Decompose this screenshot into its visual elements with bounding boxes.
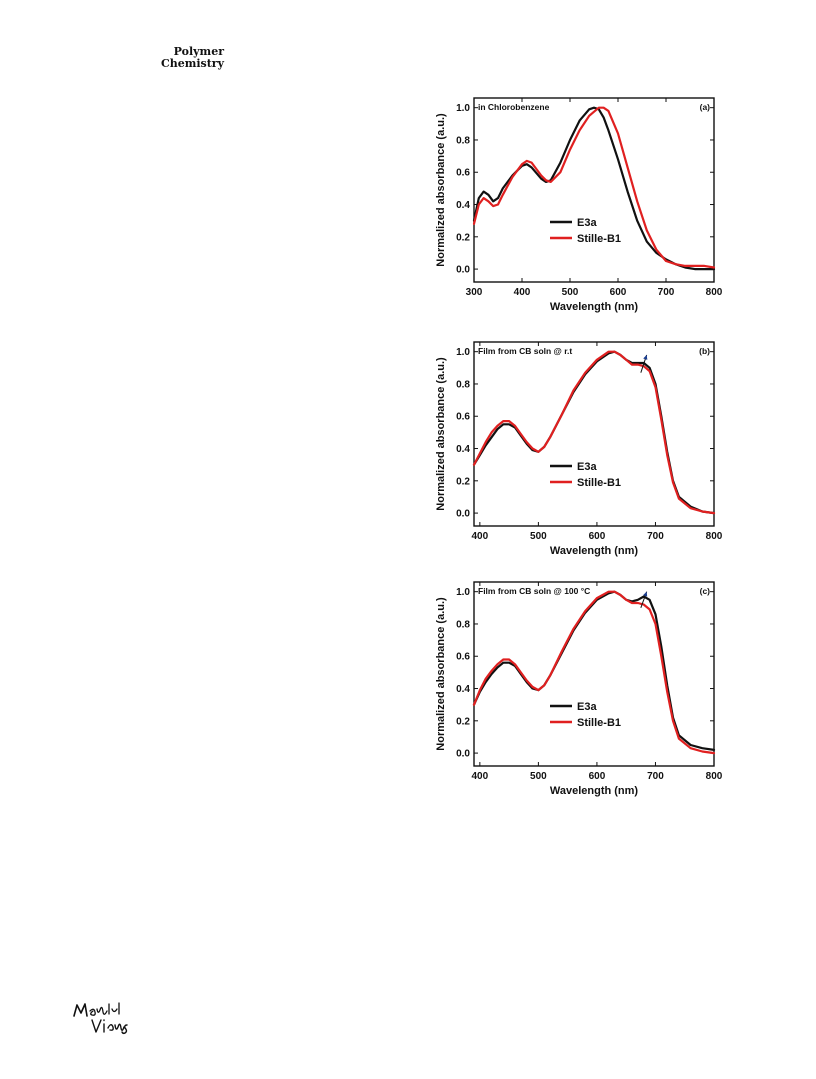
panel-2-y-tick-label: 1.0 [456,347,470,358]
chart-c-svg: 400 500 600 700 800 0.0 0.2 0.4 0.6 0.8 1.0 Wavelen… [435,581,723,797]
panel-1-series-line-stille-b1 [472,106,716,269]
panel-2-y-tick-label: 0.0 [456,509,470,520]
panel-3-x-tick-label: 800 [706,771,723,782]
panel-3-x-tick-label: 400 [472,771,489,782]
panel-2-trend-arrow-head [643,354,648,360]
journal-name: Polymer Chemistry [150,46,224,70]
panel-1-x-tick-label: 500 [562,287,579,298]
panel-3-x-axis-title: Wavelength (nm) [550,785,639,797]
panel-3-condition-label: Film from CB soln @ 100 °C [478,586,590,596]
journal-name-line2: Chemistry [160,57,224,70]
chart-panel-c: 400 500 600 700 800 0.0 0.2 0.4 0.6 0.8 1.0 Wavelen… [432,576,723,812]
panel-1-x-axis-title: Wavelength (nm) [550,301,639,313]
panel-1-condition-label: in Chlorobenzene [478,102,550,112]
panel-1-x-tick-label: 400 [514,287,531,298]
panel-3-series-line-e3a [472,590,716,751]
panel-1-x-tick-label: 600 [610,287,627,298]
panel-2-panel-letter: (b) [699,346,710,356]
panel-1-x-tick-label: 700 [658,287,675,298]
panel-2-x-tick-label: 500 [530,531,547,542]
panel-3-y-tick-label: 0.0 [456,749,470,760]
journal-name-line1: Polymer [173,45,224,58]
panel-1-plot-frame [473,97,715,283]
panel-3-y-axis-title: Normalized absorbance (a.u.) [435,597,447,751]
panel-3-trend-arrow-head [643,591,648,597]
panel-1-y-tick-label: 1.0 [456,103,470,114]
panel-3-x-tick-label: 500 [530,771,547,782]
panel-3-panel-letter: (c) [700,586,711,596]
panel-2-x-axis-title: Wavelength (nm) [550,545,639,557]
panel-3-y-tick-label: 0.6 [456,652,470,663]
panel-3-legend-label-e3a: E3a [577,701,597,713]
chart-a-svg: 300 400 500 600 700 800 0.0 0.2 0.4 0.6 0.8 1.0 Wave… [435,97,723,313]
panel-3-plot-frame [473,581,715,767]
panel-2-condition-label: Film from CB soln @ r.t [478,346,572,356]
panel-1-y-tick-label: 0.6 [456,168,470,179]
panel-2-series-line-stille-b1 [472,350,716,515]
panel-1-y-tick-label: 0.2 [456,232,470,243]
panel-1-legend-label-e3a: E3a [577,217,597,229]
panel-3-legend-label-stille-b1: Stille-B1 [577,717,621,729]
panel-3-x-tick-label: 600 [589,771,606,782]
panel-3-x-tick-label: 700 [647,771,664,782]
panel-1-x-tick-label: 800 [706,287,723,298]
panel-1-y-tick-label: 0.0 [456,265,470,276]
panel-2-legend-label-e3a: E3a [577,461,597,473]
panel-2-x-tick-label: 400 [472,531,489,542]
panel-1-y-tick-label: 0.4 [456,200,470,211]
panel-2-y-tick-label: 0.8 [456,379,470,390]
chart-b-svg: 400 500 600 700 800 0.0 0.2 0.4 0.6 0.8 1.0 Wavelen… [435,341,723,557]
panel-1-legend-label-stille-b1: Stille-B1 [577,233,621,245]
panel-2-x-tick-label: 800 [706,531,723,542]
panel-2-y-tick-label: 0.2 [456,476,470,487]
materials-views-logo-mark [73,1002,128,1035]
panel-2-y-tick-label: 0.6 [456,412,470,423]
panel-2-x-tick-label: 600 [589,531,606,542]
panel-3-series-line-stille-b1 [472,590,716,755]
panel-2-legend-label-stille-b1: Stille-B1 [577,477,621,489]
panel-3-y-tick-label: 0.8 [456,619,470,630]
panel-3-y-tick-label: 0.2 [456,716,470,727]
materials-views-logo [72,1000,136,1041]
panel-2-plot-frame [473,341,715,527]
chart-panel-a: 300 400 500 600 700 800 0.0 0.2 0.4 0.6 0.8 1.0 Wave… [432,92,723,328]
panel-1-panel-letter: (a) [700,102,711,112]
panel-1-y-tick-label: 0.8 [456,135,470,146]
panel-3-y-tick-label: 1.0 [456,587,470,598]
panel-1-y-axis-title: Normalized absorbance (a.u.) [435,113,447,267]
panel-2-y-tick-label: 0.4 [456,444,470,455]
panel-3-y-tick-label: 0.4 [456,684,470,695]
panel-1-x-tick-label: 300 [466,287,483,298]
chart-panel-b: 400 500 600 700 800 0.0 0.2 0.4 0.6 0.8 1.0 Wavelen… [432,336,723,572]
panel-2-y-axis-title: Normalized absorbance (a.u.) [435,357,447,511]
panel-2-x-tick-label: 700 [647,531,664,542]
